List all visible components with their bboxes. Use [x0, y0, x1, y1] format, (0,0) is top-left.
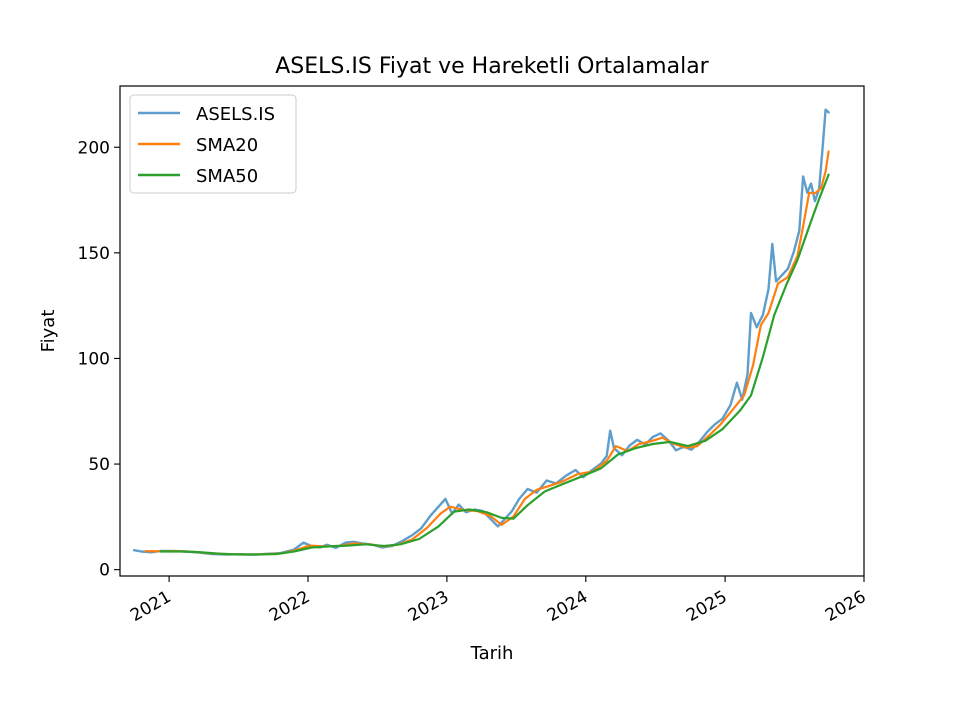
x-tick-label: 2021 — [127, 587, 174, 626]
y-tick-label: 0 — [99, 561, 110, 581]
plot-frame — [119, 85, 865, 577]
x-tick-label: 2023 — [405, 587, 452, 626]
y-axis: 0 50 100 150 200 — [78, 138, 120, 581]
legend-label: SMA50 — [196, 166, 258, 187]
x-tick-label: 2022 — [266, 587, 313, 626]
x-tick-label: 2026 — [822, 587, 869, 626]
y-tick-label: 150 — [78, 244, 110, 264]
legend-label: ASELS.IS — [196, 104, 275, 125]
series-layer — [132, 108, 830, 556]
y-tick-label: 200 — [78, 138, 110, 158]
series-line-sma20 — [144, 150, 830, 556]
x-tick-label: 2025 — [683, 587, 730, 626]
legend: ASELS.IS SMA20 SMA50 — [129, 94, 297, 194]
legend-box — [129, 94, 297, 194]
y-tick-label: 50 — [88, 455, 110, 475]
y-axis-label: Fiyat — [38, 310, 59, 353]
legend-label: SMA20 — [196, 135, 258, 156]
x-axis-label: Tarih — [470, 643, 514, 664]
y-tick-label: 100 — [78, 349, 110, 369]
chart-title: ASELS.IS Fiyat ve Hareketli Ortalamalar — [275, 54, 709, 79]
x-tick-label: 2024 — [544, 587, 591, 626]
x-axis: 2021 2022 2023 2024 2025 2026 — [127, 576, 870, 626]
series-line-sma50 — [159, 173, 830, 556]
